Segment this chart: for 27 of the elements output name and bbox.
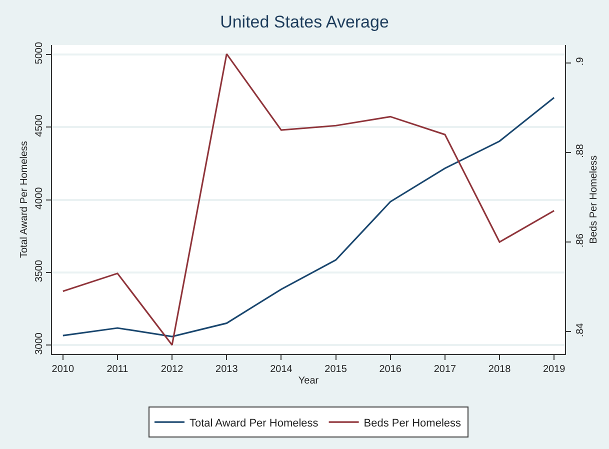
x-tick-label: 2017: [434, 364, 456, 375]
y2-axis-title: Beds Per Homeless: [588, 155, 600, 244]
legend-label: Total Award Per Homeless: [190, 417, 319, 430]
x-axis-title: Year: [298, 376, 320, 386]
x-tick-label: 2016: [379, 364, 402, 375]
x-tick-label: 2012: [160, 364, 184, 375]
y2-tick-label: .84: [575, 322, 586, 338]
x-tick-label: 2010: [52, 364, 74, 375]
line-series: [62, 96, 555, 338]
y2-tick-label: .86: [575, 233, 586, 248]
legend-label: Beds Per Homeless: [364, 417, 462, 430]
x-tick-label: 2013: [216, 364, 238, 375]
x-tick-label: 2018: [488, 364, 512, 375]
y-tick-label: 5000: [34, 42, 45, 64]
y-tick-label: 4000: [34, 186, 45, 210]
y-tick-label: 4500: [34, 114, 45, 137]
y2-tick-label: .88: [575, 144, 586, 158]
chart-title: United States Average: [220, 12, 389, 32]
x-tick-label: 2014: [270, 364, 293, 375]
x-tick-label: 2011: [106, 364, 129, 375]
y-tick-label: 3000: [34, 332, 45, 355]
y-tick-label: 3500: [34, 259, 45, 282]
x-tick-label: 2015: [324, 364, 348, 375]
y2-tick-label: .9: [575, 56, 586, 66]
line-series: [62, 53, 555, 346]
x-tick-label: 2019: [542, 364, 566, 375]
y-axis-title: Total Award Per Homeless: [19, 140, 30, 258]
